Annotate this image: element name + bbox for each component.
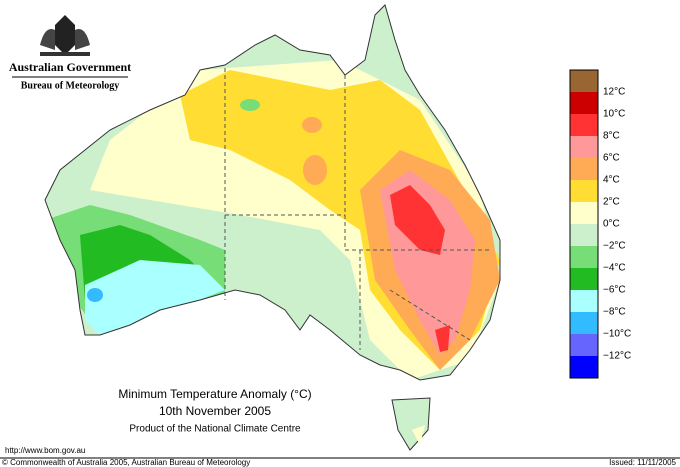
- legend-swatch: [570, 70, 598, 92]
- legend-label: −2°C: [603, 241, 626, 252]
- legend-label: 8°C: [603, 131, 620, 142]
- legend-swatch: [570, 92, 598, 114]
- legend-swatch: [570, 114, 598, 136]
- map-title: Minimum Temperature Anomaly (°C): [118, 387, 311, 401]
- legend-swatch: [570, 356, 598, 378]
- legend-swatch: [570, 202, 598, 224]
- crest: [40, 15, 90, 56]
- government: Australian Government: [9, 60, 131, 74]
- legend-frame: [569, 69, 599, 379]
- tasmania: [391, 397, 431, 451]
- agency: Bureau of Meteorology: [21, 80, 120, 91]
- coastline: [44, 4, 501, 381]
- legend-swatch: [570, 290, 598, 312]
- legend-swatch: [570, 180, 598, 202]
- legend-swatch: [570, 224, 598, 246]
- legend-label: 6°C: [603, 153, 620, 164]
- legend-label: 2°C: [603, 197, 620, 208]
- url: http://www.bom.gov.au: [5, 446, 85, 455]
- legend: 12°C 10°C 8°C 6°C 4°C 2°C 0°C −2°C −4°C −6°C −8°C −…: [569, 69, 631, 379]
- legend-swatch: [570, 158, 598, 180]
- map-date: 10th November 2005: [159, 404, 271, 418]
- state-borders: [224, 68, 490, 350]
- legend-label: 10°C: [603, 109, 625, 120]
- copyright: © Commonwealth of Australia 2005, Austra…: [2, 458, 250, 467]
- legend-swatch: [570, 136, 598, 158]
- legend-swatch: [570, 312, 598, 334]
- legend-label: 0°C: [603, 219, 620, 230]
- legend-swatch: [570, 268, 598, 290]
- issued: Issued: 11/11/2005: [609, 458, 676, 467]
- legend-label: 4°C: [603, 175, 620, 186]
- legend-label: −4°C: [603, 263, 626, 274]
- legend-label: −10°C: [603, 329, 631, 340]
- legend-swatch: [570, 246, 598, 268]
- legend-label: −8°C: [603, 307, 626, 318]
- legend-label: −12°C: [603, 351, 631, 362]
- legend-label: −6°C: [603, 285, 626, 296]
- legend-label: 12°C: [603, 87, 625, 98]
- map-source: Product of the National Climate Centre: [129, 424, 301, 435]
- legend-swatch: [570, 334, 598, 356]
